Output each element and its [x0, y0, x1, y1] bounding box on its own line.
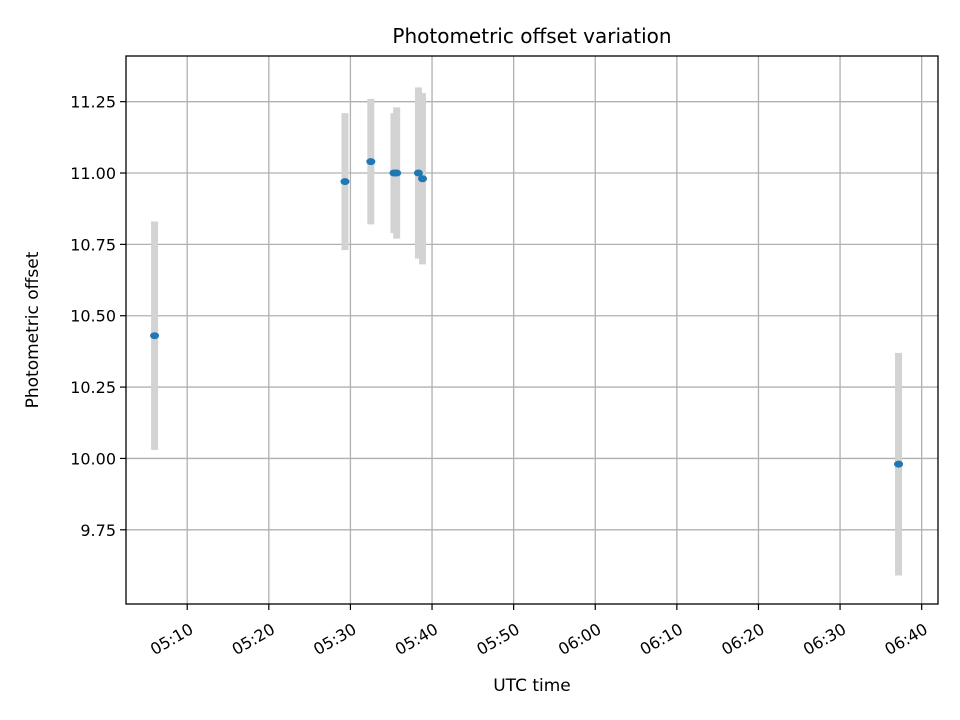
y-tick-label: 10.50: [70, 307, 116, 326]
data-point: [894, 460, 904, 468]
y-axis-label: Photometric offset: [23, 251, 43, 408]
data-point: [392, 169, 402, 177]
data-point: [150, 332, 160, 340]
x-axis-label: UTC time: [493, 676, 571, 696]
y-tick-label: 10.25: [70, 378, 116, 397]
data-points: [150, 158, 904, 468]
y-tick-label: 11.00: [70, 164, 116, 183]
plot-frame: [125, 55, 939, 605]
y-tick-label: 11.25: [70, 93, 116, 112]
data-point: [418, 175, 428, 183]
y-tick-label: 10.00: [70, 449, 116, 468]
data-point: [366, 158, 376, 166]
y-tick-label: 9.75: [80, 521, 116, 540]
grid: [126, 56, 938, 604]
chart-title: Photometric offset variation: [392, 24, 671, 48]
y-tick-label: 10.75: [70, 235, 116, 254]
data-point: [340, 178, 350, 186]
data-point: [413, 169, 423, 177]
